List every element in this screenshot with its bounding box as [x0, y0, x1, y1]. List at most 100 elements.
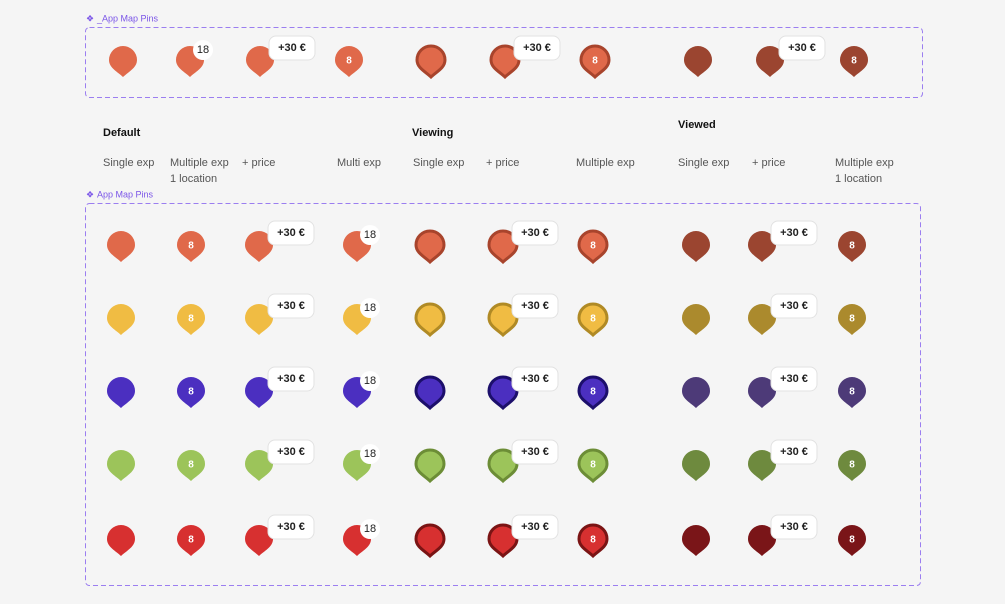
count-text: 18 — [364, 523, 376, 535]
pin-number: 8 — [590, 314, 596, 325]
pin — [177, 525, 205, 556]
pin — [577, 448, 609, 484]
pin — [246, 46, 274, 77]
price-badge — [770, 293, 818, 319]
price-text: +30 € — [780, 300, 808, 312]
price-badge — [511, 293, 559, 319]
pin — [335, 46, 363, 77]
column-label: Multiple exp — [576, 157, 635, 169]
column-label: Multi exp — [337, 157, 381, 169]
pin — [107, 377, 135, 408]
pin — [577, 229, 609, 265]
pin — [107, 450, 135, 481]
count-badge — [360, 371, 380, 391]
price-text: +30 € — [523, 42, 551, 54]
count-badge — [360, 298, 380, 318]
price-badge — [267, 366, 315, 392]
frame — [85, 27, 923, 98]
pin-number: 8 — [590, 460, 596, 471]
pin — [577, 375, 609, 411]
pin — [579, 44, 611, 80]
pin — [838, 231, 866, 262]
count-badge — [360, 444, 380, 464]
pin-number: 8 — [188, 387, 194, 398]
pin — [840, 46, 868, 77]
price-text: +30 € — [788, 42, 816, 54]
pin-number: 8 — [590, 241, 596, 252]
count-badge — [360, 225, 380, 245]
price-badge — [770, 439, 818, 465]
price-text: +30 € — [521, 446, 549, 458]
price-badge — [267, 439, 315, 465]
column-label: Multiple exp — [170, 157, 229, 169]
price-badge — [770, 514, 818, 540]
pin-number: 8 — [849, 241, 855, 252]
component-icon: ❖ — [86, 189, 94, 199]
pin — [682, 377, 710, 408]
pin — [577, 523, 609, 559]
count-badge — [193, 40, 213, 60]
count-text: 18 — [364, 448, 376, 460]
price-text: +30 € — [521, 300, 549, 312]
price-badge — [268, 35, 316, 61]
price-text: +30 € — [277, 373, 305, 385]
price-badge — [513, 35, 561, 61]
frame-label: App Map Pins — [97, 189, 154, 199]
pin-number: 8 — [188, 535, 194, 546]
pin-number: 8 — [851, 56, 857, 67]
count-text: 18 — [197, 44, 209, 56]
pin — [682, 304, 710, 335]
price-text: +30 € — [278, 42, 306, 54]
count-text: 18 — [364, 375, 376, 387]
pin — [414, 523, 446, 559]
price-badge — [267, 220, 315, 246]
pin — [838, 377, 866, 408]
pin-number: 8 — [590, 387, 596, 398]
pin — [245, 377, 273, 408]
frame-label: _App Map Pins — [96, 13, 159, 23]
pin — [577, 302, 609, 338]
column-label: Single exp — [103, 157, 154, 169]
pin — [414, 375, 446, 411]
column-label: + price — [242, 157, 275, 169]
pin — [245, 450, 273, 481]
pin — [489, 44, 521, 80]
pin — [487, 375, 519, 411]
price-text: +30 € — [277, 521, 305, 533]
pin — [109, 46, 137, 77]
column-label: 1 location — [170, 173, 217, 185]
column-label: 1 location — [835, 173, 882, 185]
group-title: Viewed — [678, 119, 716, 131]
pin — [838, 450, 866, 481]
column-label: Multiple exp — [835, 157, 894, 169]
price-badge — [511, 220, 559, 246]
group-title: Viewing — [412, 127, 453, 139]
pin — [177, 231, 205, 262]
column-label: + price — [486, 157, 519, 169]
count-text: 18 — [364, 302, 376, 314]
pin-number: 8 — [346, 56, 352, 67]
pin — [245, 304, 273, 335]
column-label: Single exp — [678, 157, 729, 169]
price-badge — [511, 439, 559, 465]
price-text: +30 € — [277, 227, 305, 239]
pin — [748, 304, 776, 335]
pin — [756, 46, 784, 77]
price-badge — [770, 220, 818, 246]
count-text: 18 — [364, 229, 376, 241]
price-badge — [511, 366, 559, 392]
pin — [177, 450, 205, 481]
price-badge — [267, 514, 315, 540]
pin — [838, 304, 866, 335]
pin — [177, 304, 205, 335]
pin — [748, 525, 776, 556]
pin — [107, 525, 135, 556]
pin — [487, 523, 519, 559]
price-text: +30 € — [780, 521, 808, 533]
price-badge — [511, 514, 559, 540]
price-badge — [778, 35, 826, 61]
pin — [748, 450, 776, 481]
pin — [682, 231, 710, 262]
price-text: +30 € — [780, 373, 808, 385]
